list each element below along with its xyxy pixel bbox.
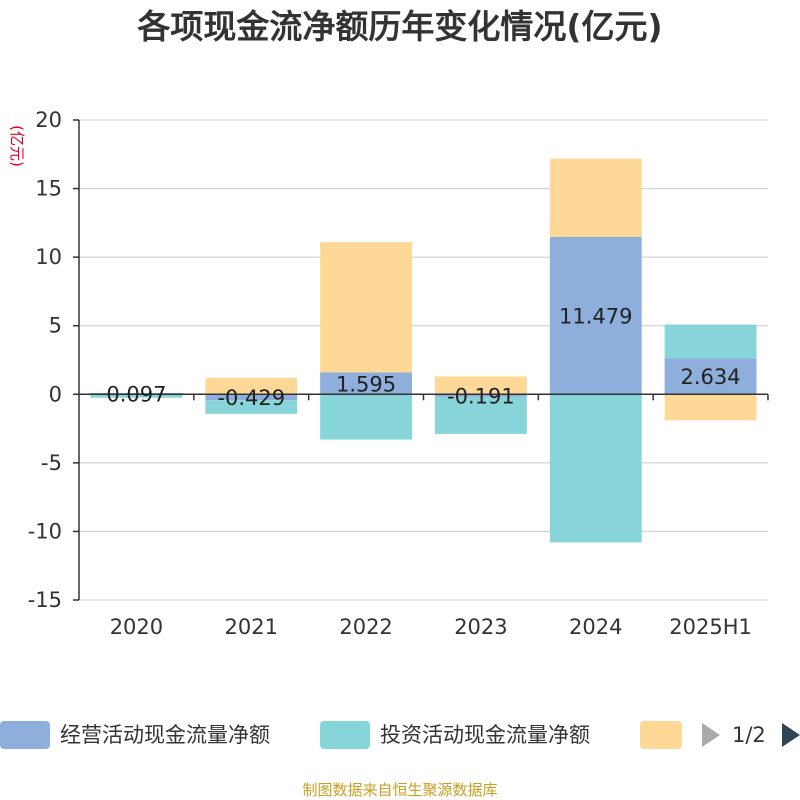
x-tick-label: 2023 xyxy=(454,615,507,639)
bar-series-group xyxy=(90,158,757,543)
x-tick-label: 2020 xyxy=(110,615,163,639)
bar-s1-2023[interactable] xyxy=(434,396,527,434)
y-tick-label: -15 xyxy=(28,588,62,612)
legend-label-investing: 投资活动现金流量净额 xyxy=(380,723,590,747)
x-tick-label: 2024 xyxy=(569,615,622,639)
bar-s0-2025H1[interactable] xyxy=(664,358,757,395)
bar-s0-2023[interactable] xyxy=(434,394,527,397)
x-axis-tick-labels: 2020 2021 2022 2023 2024 2025H1 xyxy=(110,615,752,639)
legend-page-indicator: 1/2 xyxy=(732,723,766,747)
y-tick-label: 0 xyxy=(49,382,62,406)
data-label-2021: -0.429 xyxy=(217,386,285,410)
bar-s2-2022[interactable] xyxy=(320,242,413,373)
grid-lines xyxy=(79,119,768,601)
legend-swatch-operating xyxy=(0,721,50,749)
bar-s1-2024[interactable] xyxy=(549,394,642,543)
legend-prev-page-icon[interactable] xyxy=(702,723,720,747)
bar-s2-2023[interactable] xyxy=(434,376,527,395)
y-tick-label: -10 xyxy=(28,519,62,543)
legend-swatch-third-series xyxy=(640,721,682,749)
data-labels: 0.097 -0.429 1.595 -0.191 11.479 2.634 xyxy=(106,305,740,411)
y-axis-unit-label: (亿元) xyxy=(8,125,26,167)
bar-s0-2021[interactable] xyxy=(205,394,298,401)
y-tick-label: 10 xyxy=(35,245,62,269)
y-tick-label: 20 xyxy=(35,108,62,132)
bar-s2-2024[interactable] xyxy=(549,158,642,237)
legend-swatch-investing xyxy=(320,721,370,749)
chart-title: 各项现金流净额历年变化情况(亿元) xyxy=(136,7,662,46)
x-tick-label: 2021 xyxy=(225,615,278,639)
data-label-2022: 1.595 xyxy=(336,372,396,396)
legend-item-third-series[interactable] xyxy=(640,721,682,749)
x-tick-label: 2025H1 xyxy=(669,615,752,639)
data-label-2023: -0.191 xyxy=(447,385,515,409)
legend-item-operating[interactable]: 经营活动现金流量净额 xyxy=(0,721,270,749)
legend-label-operating: 经营活动现金流量净额 xyxy=(60,723,270,747)
bar-s2-2025H1[interactable] xyxy=(664,394,757,421)
data-source-note: 制图数据来自恒生聚源数据库 xyxy=(302,781,497,799)
legend-next-page-icon[interactable] xyxy=(782,723,800,747)
y-axis-tick-labels: 20 15 10 5 0 -5 -10 -15 xyxy=(28,108,62,612)
data-label-2024: 11.479 xyxy=(559,305,632,329)
data-label-2025H1: 2.634 xyxy=(681,365,741,389)
bar-s0-2024[interactable] xyxy=(549,236,642,395)
legend: 经营活动现金流量净额 投资活动现金流量净额 1/2 xyxy=(0,721,800,749)
y-tick-label: -5 xyxy=(41,451,62,475)
bar-s1-2025H1[interactable] xyxy=(664,324,757,359)
bar-s1-2020[interactable] xyxy=(90,394,183,398)
x-tick-label: 2022 xyxy=(339,615,392,639)
data-label-2020: 0.097 xyxy=(106,383,166,407)
bar-s0-2022[interactable] xyxy=(320,372,413,395)
bar-s1-2021[interactable] xyxy=(205,400,298,414)
legend-item-investing[interactable]: 投资活动现金流量净额 xyxy=(320,721,590,749)
y-tick-label: 5 xyxy=(49,314,62,338)
bar-s1-2022[interactable] xyxy=(320,394,413,440)
bar-s2-2021[interactable] xyxy=(205,377,298,395)
axes xyxy=(73,119,769,601)
y-tick-label: 15 xyxy=(35,177,62,201)
